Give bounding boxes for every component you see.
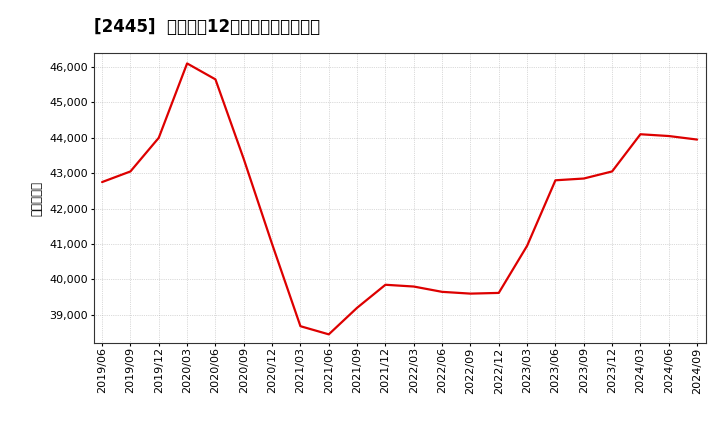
Text: [2445]  売上高の12か月移動合計の推移: [2445] 売上高の12か月移動合計の推移: [94, 18, 320, 36]
Y-axis label: （百万円）: （百万円）: [31, 180, 44, 216]
